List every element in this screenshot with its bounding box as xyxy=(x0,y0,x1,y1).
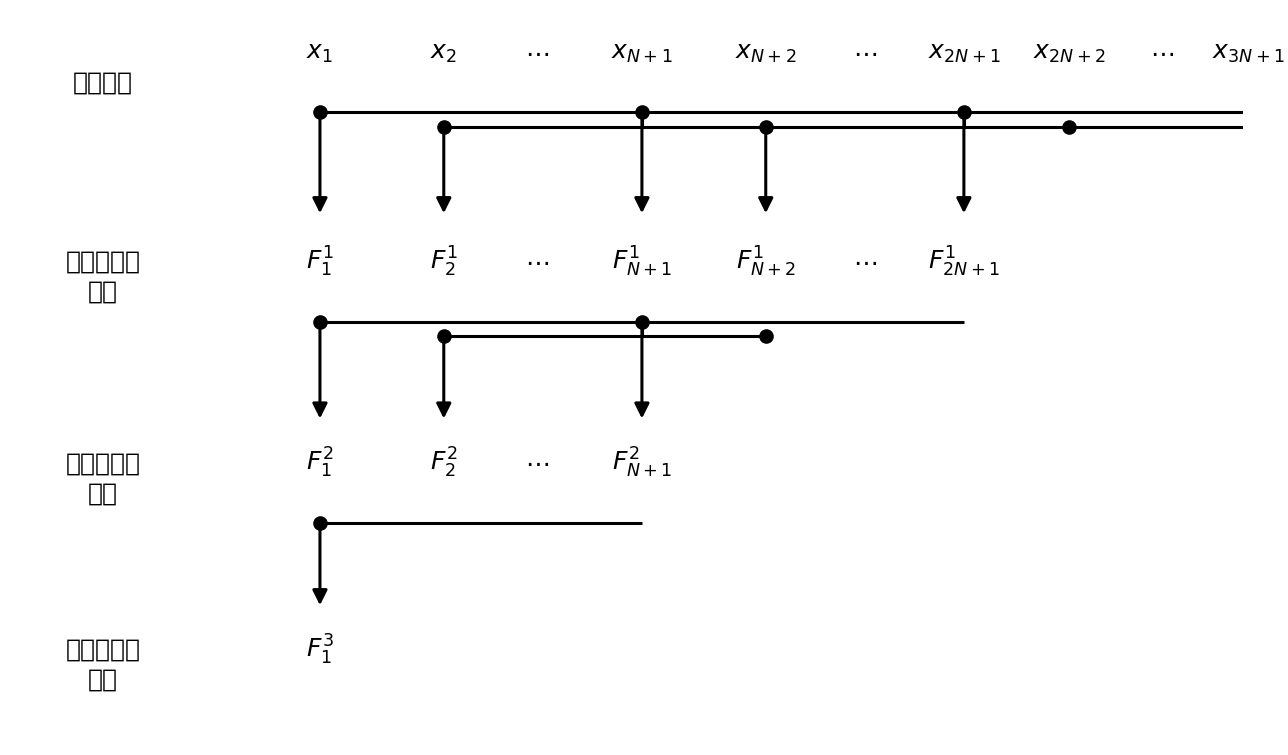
Point xyxy=(573,106,594,119)
Point xyxy=(281,316,301,328)
Point xyxy=(281,517,301,529)
Text: $x_{N+1}$: $x_{N+1}$ xyxy=(612,41,672,65)
Text: $\cdots$: $\cdots$ xyxy=(1150,41,1175,65)
Text: 结果: 结果 xyxy=(89,279,118,304)
Text: 结果: 结果 xyxy=(89,481,118,505)
Text: $x_2$: $x_2$ xyxy=(430,41,457,65)
Text: $F_2^2$: $F_2^2$ xyxy=(430,446,457,480)
Text: $F_1^2$: $F_1^2$ xyxy=(307,446,334,480)
Text: 第三次迭代: 第三次迭代 xyxy=(66,638,140,662)
Point xyxy=(867,106,887,119)
Text: 结果: 结果 xyxy=(89,668,118,692)
Point xyxy=(687,331,707,343)
Text: $x_{2N+2}$: $x_{2N+2}$ xyxy=(1033,41,1105,65)
Text: $F_2^1$: $F_2^1$ xyxy=(430,245,457,279)
Text: $F_{2N+1}^1$: $F_{2N+1}^1$ xyxy=(929,245,999,279)
Text: 第二次迭代: 第二次迭代 xyxy=(66,451,140,476)
Text: $x_{2N+1}$: $x_{2N+1}$ xyxy=(927,41,1001,65)
Text: $x_{3N+1}$: $x_{3N+1}$ xyxy=(1212,41,1285,65)
Text: $\cdots$: $\cdots$ xyxy=(853,250,877,274)
Text: $F_{N+1}^2$: $F_{N+1}^2$ xyxy=(612,446,672,480)
Point xyxy=(281,106,301,119)
Text: 第一次迭代: 第一次迭代 xyxy=(66,250,140,274)
Text: 原始数据: 原始数据 xyxy=(73,70,133,94)
Text: $F_1^3$: $F_1^3$ xyxy=(307,633,334,667)
Point xyxy=(394,122,415,134)
Point xyxy=(394,331,415,343)
Text: $x_1$: $x_1$ xyxy=(307,41,334,65)
Point xyxy=(962,122,983,134)
Text: $\cdots$: $\cdots$ xyxy=(524,41,549,65)
Text: $F_{N+2}^1$: $F_{N+2}^1$ xyxy=(735,245,796,279)
Point xyxy=(687,122,707,134)
Text: $\cdots$: $\cdots$ xyxy=(524,451,549,476)
Text: $F_{N+1}^1$: $F_{N+1}^1$ xyxy=(612,245,672,279)
Point xyxy=(573,316,594,328)
Text: $x_{N+2}$: $x_{N+2}$ xyxy=(735,41,796,65)
Text: $\cdots$: $\cdots$ xyxy=(853,41,877,65)
Text: $F_1^1$: $F_1^1$ xyxy=(307,245,334,279)
Text: $\cdots$: $\cdots$ xyxy=(524,250,549,274)
